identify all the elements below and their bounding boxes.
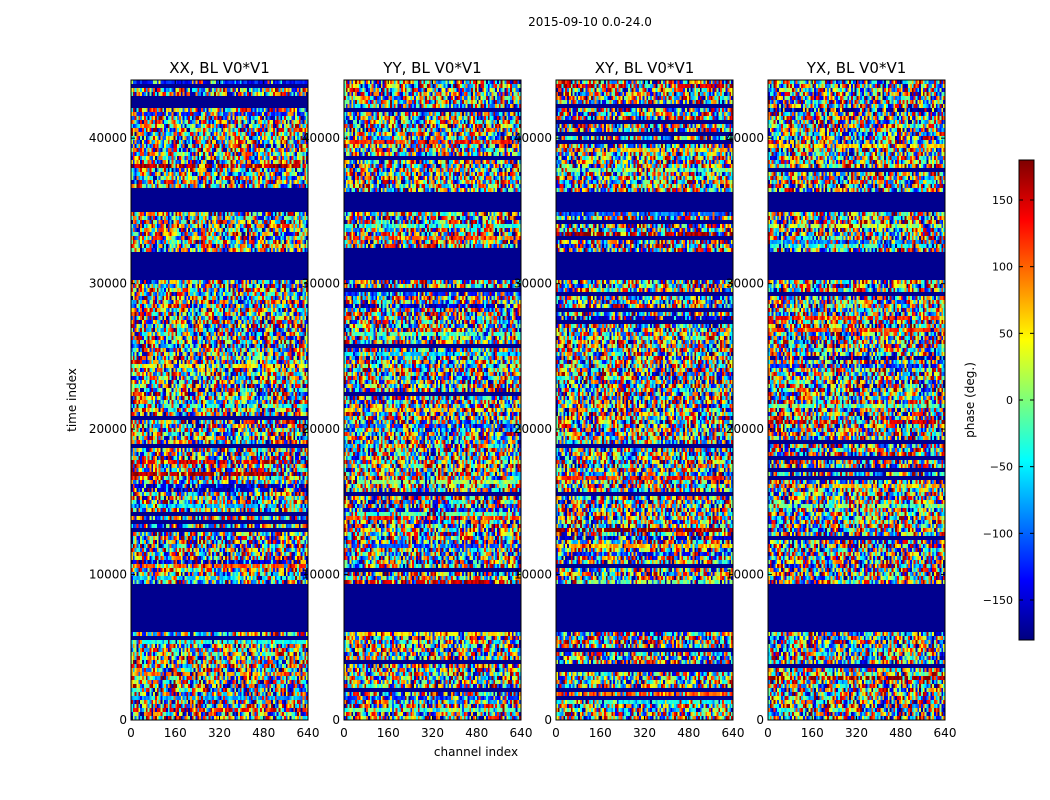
y-tick-label: 40000 [514, 131, 552, 145]
x-tick-label: 640 [297, 726, 320, 740]
y-tick-label: 10000 [89, 568, 127, 582]
y-tick-label: 10000 [726, 568, 764, 582]
x-tick-label: 320 [633, 726, 656, 740]
x-tick-label: 160 [377, 726, 400, 740]
y-tick-label: 30000 [514, 277, 552, 291]
y-tick-label: 20000 [514, 422, 552, 436]
x-axis-label: channel index [434, 745, 518, 759]
y-tick-label: 40000 [726, 131, 764, 145]
panel-1: XX, BL V0*V1 0 160 320 480 640 0 10000 20000 3000… [89, 59, 320, 740]
x-tick-label: 160 [801, 726, 824, 740]
figure-suptitle: 2015-09-10 0.0-24.0 [528, 15, 652, 29]
colorbar-ticks: −150 −100 −50 0 50 100 150 [983, 194, 1034, 607]
y-tick-label: 0 [119, 713, 127, 727]
panel-title: XX, BL V0*V1 [169, 59, 270, 77]
x-tick-label: 640 [510, 726, 533, 740]
x-tick-label: 0 [340, 726, 348, 740]
y-tick-label: 40000 [89, 131, 127, 145]
y-tick-label: 0 [756, 713, 764, 727]
colorbar-tick-label: 50 [999, 327, 1013, 340]
y-tick-label: 40000 [302, 131, 340, 145]
y-tick-label: 20000 [302, 422, 340, 436]
panel-4: YX, BL V0*V1 0 160 320 480 640 0 10000 20000 3000… [726, 59, 957, 740]
x-tick-label: 480 [465, 726, 488, 740]
x-tick-label: 320 [208, 726, 231, 740]
x-tick-label: 320 [845, 726, 868, 740]
x-tick-label: 480 [889, 726, 912, 740]
colorbar-tick-label: 0 [1006, 394, 1013, 407]
x-tick-label: 480 [252, 726, 275, 740]
x-tick-label: 480 [677, 726, 700, 740]
x-tick-label: 160 [589, 726, 612, 740]
panel-3: XY, BL V0*V1 0 160 320 480 640 0 10000 20000 3000… [514, 59, 745, 740]
panel-title: XY, BL V0*V1 [595, 59, 695, 77]
y-tick-label: 10000 [514, 568, 552, 582]
colorbar-tick-label: −150 [983, 594, 1013, 607]
x-tick-label: 640 [934, 726, 957, 740]
y-tick-label: 0 [332, 713, 340, 727]
colorbar: −150 −100 −50 0 50 100 150 phase (deg.) [963, 159, 1035, 641]
y-axis-label: time index [65, 368, 79, 432]
colorbar-tick-label: 100 [992, 261, 1013, 274]
x-tick-label: 0 [764, 726, 772, 740]
x-tick-label: 0 [127, 726, 135, 740]
y-tick-label: 20000 [89, 422, 127, 436]
x-tick-label: 640 [722, 726, 745, 740]
panel-title: YY, BL V0*V1 [382, 59, 481, 77]
colorbar-tick-label: 150 [992, 194, 1013, 207]
y-tick-label: 0 [544, 713, 552, 727]
heatmap-image [344, 80, 521, 720]
x-tick-label: 160 [164, 726, 187, 740]
y-tick-label: 20000 [726, 422, 764, 436]
y-tick-label: 30000 [726, 277, 764, 291]
y-tick-label: 30000 [89, 277, 127, 291]
panel-title: YX, BL V0*V1 [806, 59, 907, 77]
heatmap-image [556, 80, 733, 720]
colorbar-tick-label: −100 [983, 527, 1013, 540]
y-tick-label: 10000 [302, 568, 340, 582]
panels: XX, BL V0*V1 0 160 320 480 640 0 10000 20000 3000… [89, 59, 957, 740]
heatmap-image [131, 80, 308, 720]
heatmap-image [768, 80, 945, 720]
colorbar-tick-label: −50 [990, 461, 1013, 474]
x-tick-label: 0 [552, 726, 560, 740]
x-tick-label: 320 [421, 726, 444, 740]
panel-2: YY, BL V0*V1 0 160 320 480 640 0 10000 20000 3000… [302, 59, 533, 740]
colorbar-label: phase (deg.) [963, 362, 977, 438]
y-tick-label: 30000 [302, 277, 340, 291]
